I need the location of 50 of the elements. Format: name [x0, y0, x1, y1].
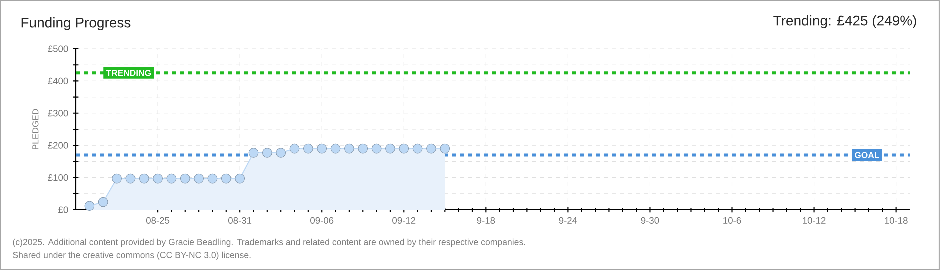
point: [440, 144, 450, 154]
ref-line-label: GOAL: [855, 152, 880, 158]
point: [317, 144, 328, 154]
x-tick-label: 9-30: [641, 217, 660, 224]
y-tick-label: £300: [48, 110, 68, 117]
point: [98, 197, 108, 208]
point: [126, 174, 136, 184]
point: [358, 144, 368, 154]
point: [344, 144, 354, 154]
x-tick-label: 10-12: [803, 217, 826, 224]
point: [412, 144, 423, 154]
chart-title: Funding Progress: [22, 17, 131, 31]
point: [194, 174, 204, 184]
point: [139, 174, 150, 184]
point: [372, 144, 382, 154]
x-tick-label: 09-12: [392, 217, 416, 224]
point: [290, 144, 300, 154]
point: [426, 144, 436, 154]
point: [112, 174, 122, 184]
point: [235, 174, 246, 184]
y-tick-label: £400: [48, 78, 68, 84]
y-tick-label: £100: [48, 174, 68, 182]
point: [208, 174, 218, 184]
x-tick-label: 08-31: [228, 217, 252, 224]
point: [262, 148, 272, 158]
y-tick-label: £500: [48, 46, 68, 52]
y-axis-title: PLEDGED: [32, 109, 39, 150]
point: [276, 148, 286, 158]
point: [330, 144, 341, 154]
chart-subtitle: Trending: £425 (249%): [774, 15, 916, 29]
x-tick-label: 10-18: [885, 217, 908, 224]
point: [166, 174, 177, 184]
x-tick-label: 08-25: [146, 217, 170, 224]
point: [386, 144, 396, 154]
y-tick-label: £0: [58, 206, 68, 214]
point: [180, 174, 190, 184]
text: Shared under the creative commons (CC BY-NC 3.0) license.: [13, 252, 251, 260]
x-tick-label: 9-24: [559, 217, 578, 224]
point: [221, 174, 232, 184]
ref-line-label: TRENDING: [106, 70, 151, 76]
text: (c)2025. Additional content provided by Gracie Beadling. Trademarks and related content are owned by their respective companies.: [13, 238, 526, 248]
x-tick-label: 09-06: [310, 217, 334, 224]
y-tick-label: £200: [48, 142, 68, 149]
x-tick-label: 9-18: [477, 217, 496, 224]
point: [248, 148, 259, 158]
point: [303, 144, 314, 154]
point: [399, 144, 410, 154]
point: [84, 201, 95, 212]
point: [153, 174, 163, 184]
x-tick-label: 10-6: [724, 217, 742, 224]
